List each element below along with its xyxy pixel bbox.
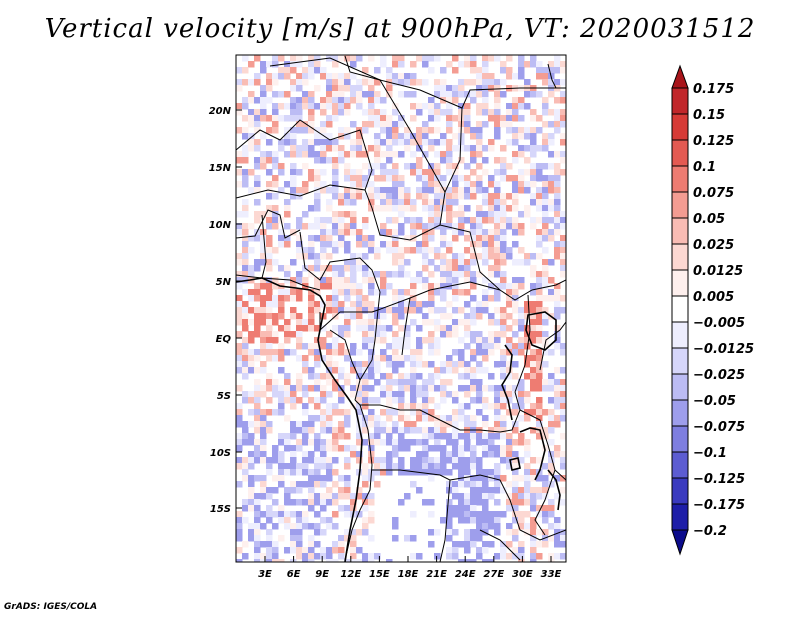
lon-label: 33E — [541, 569, 562, 580]
lat-label: 15S — [210, 504, 231, 515]
colorbar-bottom-arrow — [671, 529, 689, 556]
lon-label: 12E — [340, 569, 361, 580]
lat-label: 20N — [209, 106, 232, 117]
map-title: Vertical velocity [m/s] at 900hPa, VT: 2… — [44, 14, 756, 44]
colorbar-label: −0.025 — [693, 368, 745, 383]
colorbar-label: 0.005 — [693, 290, 734, 305]
lat-label: 5N — [216, 277, 232, 288]
colorbar-label: 0.1 — [693, 160, 716, 175]
lat-label: 5S — [217, 391, 231, 402]
colorbar-label: 0.075 — [693, 186, 734, 201]
lat-label: 10S — [210, 448, 231, 459]
lon-label: 18E — [398, 569, 419, 580]
country-borders — [236, 55, 566, 562]
colorbar-swatch — [671, 113, 689, 141]
velocity-field — [236, 55, 566, 562]
colorbar-label: 0.0125 — [693, 264, 743, 279]
colorbar-label: −0.075 — [693, 420, 745, 435]
colorbar-top-arrow — [671, 64, 689, 89]
lon-label: 6E — [287, 569, 301, 580]
grads-credit: GrADS: IGES/COLA — [4, 602, 98, 612]
colorbar-swatch — [671, 503, 689, 531]
colorbar-label: 0.125 — [693, 134, 734, 149]
colorbar-label: 0.05 — [693, 212, 725, 227]
colorbar-swatch — [671, 321, 689, 349]
colorbar-swatch — [671, 87, 689, 115]
colorbar-label: −0.05 — [693, 394, 736, 409]
latitude-axis: 20N 15N 10N 5N EQ 5S 10S 15S — [209, 106, 242, 515]
colorbar-swatch — [671, 139, 689, 167]
colorbar-label: −0.125 — [693, 472, 745, 487]
colorbar-swatch — [671, 217, 689, 245]
colorbar-swatch — [671, 165, 689, 193]
colorbar-swatch — [671, 269, 689, 297]
colorbar-swatch — [671, 399, 689, 427]
colorbar-label: −0.005 — [693, 316, 745, 331]
colorbar-swatch — [671, 373, 689, 401]
colorbar-swatch — [671, 425, 689, 453]
colorbar-label: −0.2 — [693, 524, 727, 539]
colorbar-label: 0.15 — [693, 108, 725, 123]
colorbar-swatch — [671, 477, 689, 505]
lon-label: 24E — [455, 569, 476, 580]
coastline-lakes — [236, 277, 561, 562]
colorbar-swatch — [671, 295, 689, 323]
colorbar-swatch — [671, 347, 689, 375]
colorbar-label: −0.0125 — [693, 342, 754, 357]
lat-label: 10N — [209, 220, 232, 231]
colorbar-swatch — [671, 191, 689, 219]
longitude-axis: 3E 6E 9E 12E 15E 18E 21E 24E 27E 30E 33E — [258, 556, 562, 580]
lon-label: 30E — [512, 569, 533, 580]
lat-label: EQ — [216, 334, 232, 345]
lat-label: 15N — [209, 163, 232, 174]
colorbar-swatch — [671, 243, 689, 271]
lon-label: 27E — [483, 569, 504, 580]
lon-label: 9E — [315, 569, 329, 580]
plot-frame — [235, 54, 567, 563]
colorbar-swatch — [671, 451, 689, 479]
lon-label: 15E — [369, 569, 390, 580]
colorbar-label: −0.175 — [693, 498, 745, 513]
colorbar-label: 0.175 — [693, 82, 734, 97]
colorbar-label: −0.1 — [693, 446, 727, 461]
lon-label: 3E — [258, 569, 272, 580]
lon-label: 21E — [426, 569, 447, 580]
colorbar-label: 0.025 — [693, 238, 734, 253]
colorbar: 0.175 0.15 0.125 0.1 0.075 0.05 0.025 0.0125 0.0… — [671, 64, 754, 556]
